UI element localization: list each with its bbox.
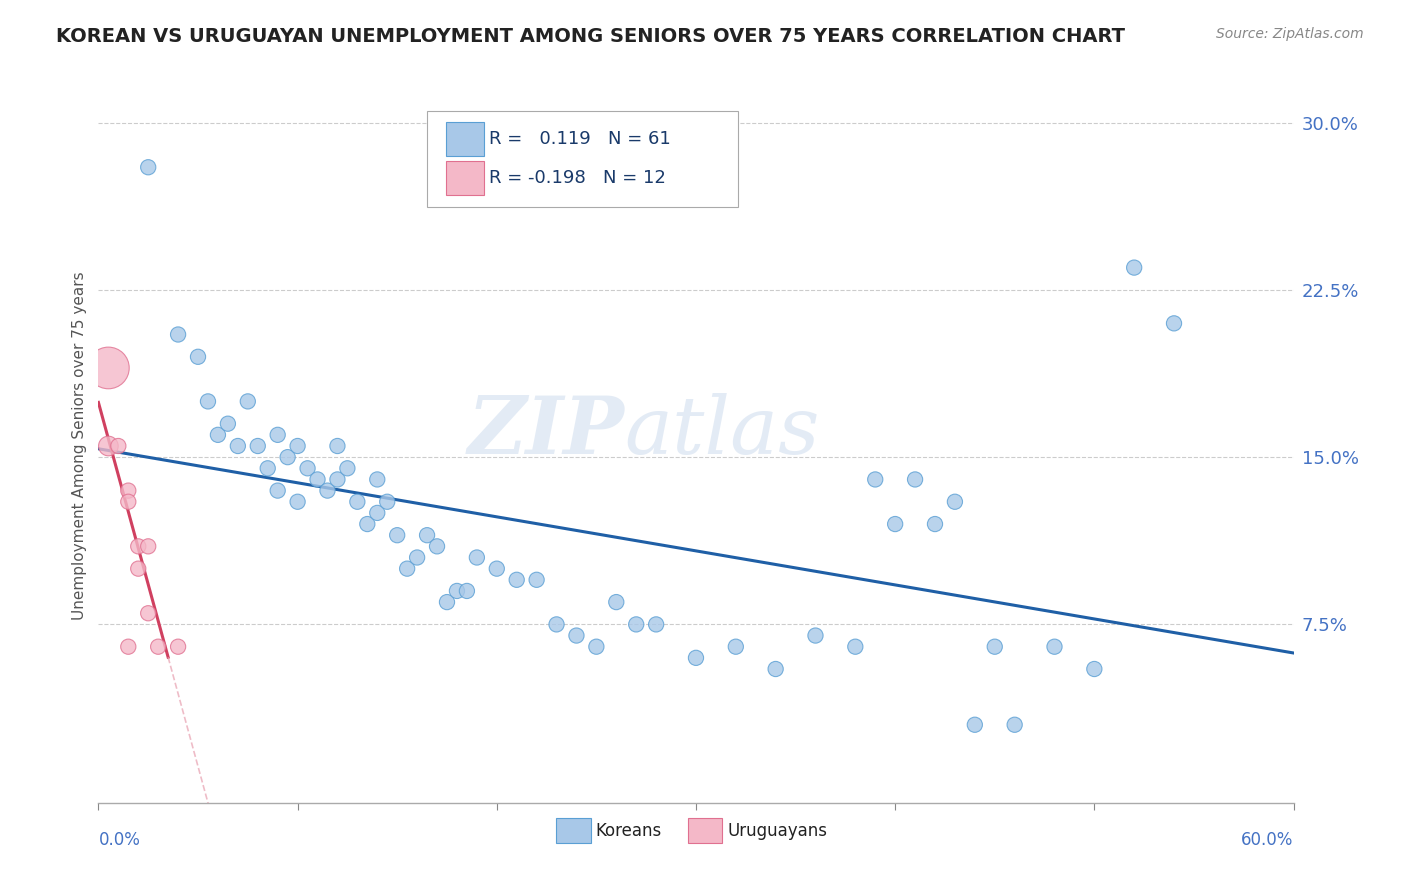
Text: ZIP: ZIP xyxy=(467,393,624,470)
Point xyxy=(456,583,478,598)
Point xyxy=(97,439,120,453)
Point xyxy=(127,539,149,553)
Point xyxy=(356,517,378,532)
Point xyxy=(307,472,329,486)
Point xyxy=(406,550,429,565)
Text: R =   0.119   N = 61: R = 0.119 N = 61 xyxy=(489,130,671,148)
Point xyxy=(1163,316,1185,330)
Point xyxy=(765,662,787,676)
Point xyxy=(97,360,120,375)
Point xyxy=(316,483,339,498)
Point xyxy=(287,494,309,508)
FancyBboxPatch shape xyxy=(427,111,738,207)
Point xyxy=(963,717,986,731)
Point xyxy=(207,427,229,442)
Point xyxy=(366,506,388,520)
Point xyxy=(865,472,887,486)
Point xyxy=(485,562,508,576)
FancyBboxPatch shape xyxy=(446,161,485,194)
Point xyxy=(924,517,946,532)
Point xyxy=(326,472,349,486)
Point xyxy=(136,160,159,174)
FancyBboxPatch shape xyxy=(688,818,723,844)
Point xyxy=(804,628,827,642)
Text: 0.0%: 0.0% xyxy=(98,831,141,849)
Point xyxy=(585,640,607,654)
Point xyxy=(197,394,219,409)
Point xyxy=(226,439,249,453)
Point xyxy=(127,562,149,576)
Point xyxy=(267,483,290,498)
Point xyxy=(236,394,259,409)
Point xyxy=(136,607,159,621)
Point xyxy=(297,461,319,475)
Text: R = -0.198   N = 12: R = -0.198 N = 12 xyxy=(489,169,666,186)
Text: atlas: atlas xyxy=(624,393,820,470)
Point xyxy=(943,494,966,508)
Point xyxy=(217,417,239,431)
Point xyxy=(148,640,170,654)
Point xyxy=(256,461,278,475)
Point xyxy=(1043,640,1066,654)
Point xyxy=(546,617,568,632)
Point xyxy=(844,640,866,654)
Point xyxy=(287,439,309,453)
Point xyxy=(1083,662,1105,676)
Point xyxy=(136,539,159,553)
Point xyxy=(117,494,139,508)
Point xyxy=(645,617,668,632)
Point xyxy=(416,528,439,542)
Point xyxy=(605,595,627,609)
Point xyxy=(1123,260,1146,275)
Point xyxy=(904,472,927,486)
FancyBboxPatch shape xyxy=(446,122,485,156)
Point xyxy=(366,472,388,486)
Point xyxy=(446,583,468,598)
Point xyxy=(246,439,269,453)
Point xyxy=(187,350,209,364)
Point xyxy=(685,651,707,665)
Point xyxy=(626,617,648,632)
Point xyxy=(336,461,359,475)
Point xyxy=(506,573,529,587)
Point xyxy=(267,427,290,442)
Point xyxy=(724,640,747,654)
Point xyxy=(107,439,129,453)
Point xyxy=(396,562,419,576)
Point xyxy=(117,640,139,654)
Point xyxy=(117,483,139,498)
Text: Koreans: Koreans xyxy=(596,822,662,839)
Point xyxy=(277,450,299,464)
Text: 60.0%: 60.0% xyxy=(1241,831,1294,849)
Text: KOREAN VS URUGUAYAN UNEMPLOYMENT AMONG SENIORS OVER 75 YEARS CORRELATION CHART: KOREAN VS URUGUAYAN UNEMPLOYMENT AMONG S… xyxy=(56,27,1125,45)
Text: Uruguayans: Uruguayans xyxy=(727,822,827,839)
Point xyxy=(385,528,409,542)
Point xyxy=(346,494,368,508)
Point xyxy=(436,595,458,609)
Point xyxy=(167,327,190,342)
Point xyxy=(375,494,398,508)
FancyBboxPatch shape xyxy=(557,818,591,844)
Point xyxy=(565,628,588,642)
Point xyxy=(984,640,1007,654)
Point xyxy=(465,550,488,565)
Text: Source: ZipAtlas.com: Source: ZipAtlas.com xyxy=(1216,27,1364,41)
Y-axis label: Unemployment Among Seniors over 75 years: Unemployment Among Seniors over 75 years xyxy=(72,272,87,620)
Point xyxy=(167,640,190,654)
Point xyxy=(1004,717,1026,731)
Point xyxy=(326,439,349,453)
Point xyxy=(526,573,548,587)
Point xyxy=(884,517,907,532)
Point xyxy=(426,539,449,553)
